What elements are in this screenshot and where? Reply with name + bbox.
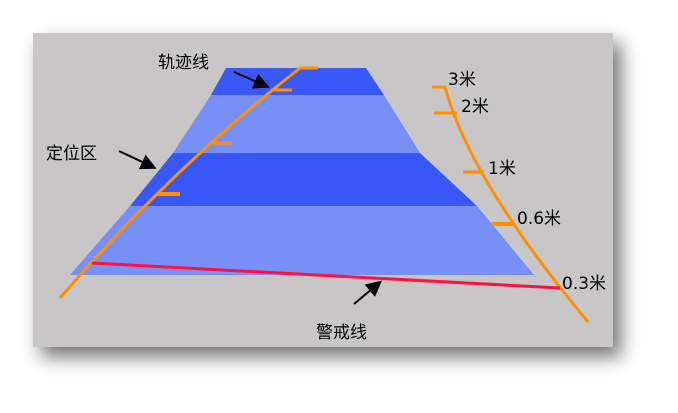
arrows: [118, 71, 383, 305]
zone-band-4: [70, 206, 534, 275]
scale-label-1m: 1米: [488, 159, 516, 179]
zone-arrow: [118, 150, 157, 170]
scale-label-0-3m: 0.3米: [562, 274, 606, 294]
zone-band-1: [211, 68, 384, 95]
track-line-arrow: [233, 71, 270, 89]
scale-label-2m: 2米: [461, 97, 489, 117]
warning-line: [91, 261, 561, 290]
positioning-zone-label: 定位区: [46, 144, 97, 164]
warning-line-arrow: [353, 280, 383, 305]
scale-label-0-6m: 0.6米: [517, 209, 561, 229]
positioning-zone: [70, 68, 534, 275]
track-line-label: 轨迹线: [158, 53, 209, 73]
track-line: [58, 66, 318, 299]
distance-scale-line: [432, 85, 590, 323]
zone-band-3: [130, 153, 477, 206]
warning-line-label: 警戒线: [316, 323, 367, 343]
scale-label-3m: 3米: [448, 70, 476, 90]
zone-band-2: [173, 95, 420, 153]
